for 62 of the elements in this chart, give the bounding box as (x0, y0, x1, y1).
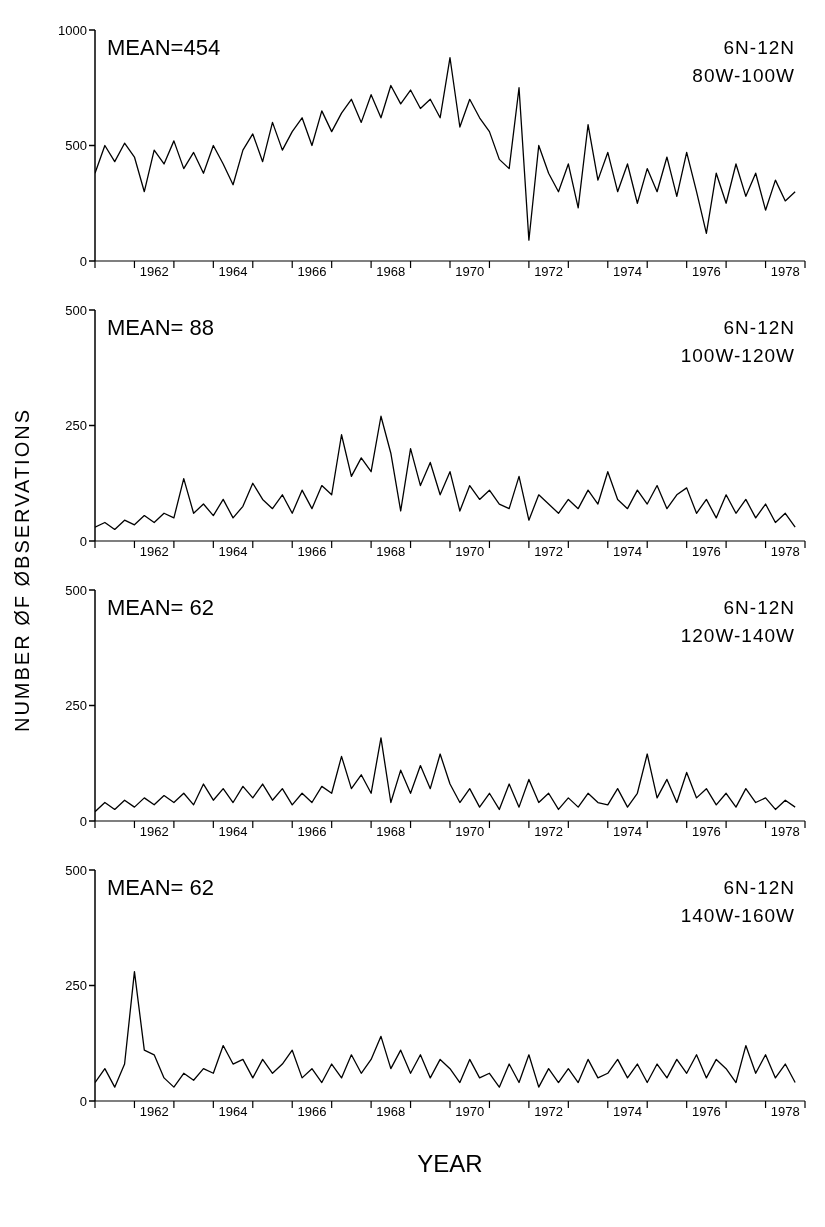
text: 100W-120W (680, 345, 795, 367)
text: 120W-140W (680, 625, 795, 647)
x-tick-label: 1978 (770, 1104, 800, 1119)
y-tick-label: 250 (65, 978, 87, 994)
x-tick-label: 1972 (534, 264, 564, 279)
x-tick-label: 1968 (376, 824, 406, 839)
y-tick-label: 0 (79, 533, 87, 549)
y-tick-label: 250 (65, 698, 87, 714)
x-tick-label: 1962 (139, 824, 169, 839)
x-tick-label: 1970 (455, 544, 485, 559)
chart-title: 6N-12N (723, 877, 795, 899)
chart-title: 6N-12N (723, 37, 795, 59)
annotation: MEAN= 62 (107, 875, 214, 901)
x-tick-label: 1968 (376, 544, 406, 559)
y-tick-label: 500 (65, 862, 87, 878)
chart-title: 6N-12N (723, 597, 795, 619)
y-tick-label: 0 (79, 1093, 87, 1109)
x-tick-label: 1972 (534, 824, 564, 839)
x-tick-label: 1962 (139, 1104, 169, 1119)
x-tick-label: 1978 (770, 264, 800, 279)
annotation: MEAN=454 (107, 35, 221, 61)
x-tick-label: 1972 (534, 1104, 564, 1119)
x-tick-label: 1964 (218, 1104, 248, 1119)
x-tick-label: 1970 (455, 264, 485, 279)
x-tick-label: 1976 (691, 264, 721, 279)
y-axis-title: NUMBER ØF ØBSERVATIONS (10, 407, 34, 733)
x-tick-label: 1966 (297, 1104, 327, 1119)
x-tick-label: 1972 (534, 544, 564, 559)
text: 140W-160W (680, 905, 795, 927)
x-tick-label: 1962 (139, 264, 169, 279)
y-tick-label: 500 (65, 302, 87, 318)
x-tick-label: 1978 (770, 544, 800, 559)
x-tick-label: 1966 (297, 264, 327, 279)
x-tick-label: 1974 (613, 824, 642, 839)
x-tick-label: 1968 (376, 1104, 406, 1119)
y-tick-label: 250 (65, 418, 87, 434)
x-tick-label: 1964 (218, 544, 248, 559)
x-tick-label: 1968 (376, 264, 406, 279)
x-tick-label: 1966 (297, 824, 327, 839)
x-tick-label: 1976 (691, 824, 721, 839)
x-tick-label: 1978 (770, 824, 800, 839)
y-tick-label: 500 (65, 138, 87, 154)
chart-title: 6N-12N (723, 317, 795, 339)
x-axis-title: YEAR (416, 1150, 484, 1178)
x-tick-label: 1974 (613, 544, 642, 559)
x-tick-label: 1966 (297, 544, 327, 559)
y-tick-label: 0 (79, 253, 87, 269)
annotation: MEAN= 88 (107, 315, 214, 341)
x-tick-label: 1976 (691, 1104, 721, 1119)
x-tick-label: 1970 (455, 1104, 485, 1119)
x-tick-label: 1976 (691, 544, 721, 559)
y-tick-label: 500 (65, 582, 87, 598)
x-tick-label: 1974 (613, 1104, 642, 1119)
y-tick-label: 0 (79, 813, 87, 829)
x-tick-label: 1964 (218, 264, 248, 279)
x-tick-label: 1962 (139, 544, 169, 559)
y-tick-label: 1000 (58, 22, 87, 38)
annotation: MEAN= 62 (107, 595, 214, 621)
x-tick-label: 1970 (455, 824, 485, 839)
x-tick-label: 1974 (613, 264, 642, 279)
x-tick-label: 1964 (218, 824, 248, 839)
text: 80W-100W (692, 65, 795, 87)
